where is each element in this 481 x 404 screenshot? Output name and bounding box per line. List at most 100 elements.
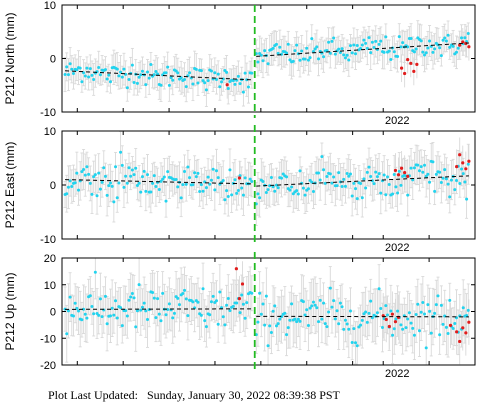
data-point [320,155,324,159]
data-point [194,175,198,179]
data-point [142,169,146,173]
outlier-point [458,153,462,157]
y-axis-label: P212 East (mm) [3,142,17,229]
data-point [285,51,289,55]
x-tick-label: 2022 [385,368,409,380]
data-point [115,196,119,200]
plot-area [63,258,471,365]
data-point [241,90,245,94]
data-point [322,55,326,59]
data-point [191,82,195,86]
data-point [221,179,225,183]
data-point [243,71,247,75]
data-point [340,185,344,189]
data-point [125,86,129,90]
data-point [466,162,470,166]
data-point [221,315,225,319]
data-point [280,176,284,180]
y-tick-label: 0 [50,54,56,66]
data-point [359,181,363,185]
data-point [384,35,388,39]
data-point [166,65,170,69]
data-point [348,44,352,48]
data-point [127,78,131,82]
data-point [285,175,289,179]
data-point [327,40,331,44]
outlier-point [240,282,245,286]
data-point [120,163,124,167]
outlier-point [237,176,242,180]
data-point [394,317,398,321]
data-point [263,49,267,53]
data-point [196,81,200,85]
data-point [176,185,180,189]
data-point [216,176,220,180]
data-point [399,183,403,187]
data-point [98,187,102,191]
data-point [154,316,158,320]
outlier-point [399,66,404,70]
data-point [188,71,192,75]
data-point [355,344,359,348]
data-point [382,173,386,177]
data-point [298,58,302,62]
data-point [443,36,447,40]
data-point [322,168,326,172]
data-point [286,326,290,330]
data-point [199,183,203,187]
data-point [412,333,416,337]
data-point [193,171,197,175]
data-point [364,41,368,45]
data-point [70,67,74,71]
outlier-point [415,62,419,66]
data-point [214,77,218,81]
data-point [345,322,349,326]
data-point [108,80,112,84]
data-point [250,71,254,75]
data-point [264,191,268,195]
data-point [296,317,300,321]
data-point [179,196,183,200]
data-point [230,193,234,197]
data-point [317,320,321,324]
data-point [201,189,205,193]
data-point [369,51,373,55]
data-point [124,309,128,313]
data-point [103,294,107,298]
data-point [296,192,300,196]
data-point [159,83,163,87]
data-point [176,71,180,75]
data-point [327,310,331,314]
data-point [332,36,336,40]
data-point [85,66,89,70]
outlier-point [406,57,410,62]
data-point [137,283,141,287]
data-point [211,167,215,171]
data-point [169,76,173,80]
data-point [135,81,139,85]
y-axis-label: P212 Up (mm) [3,272,17,350]
data-point [298,169,302,173]
data-point [209,178,213,182]
data-point [414,47,418,51]
data-point [132,296,136,300]
data-point [137,75,141,79]
data-point [306,323,310,327]
outlier-point [409,61,413,65]
data-point [426,46,430,50]
data-point [423,312,427,316]
outlier-point [393,168,398,173]
data-point [226,194,230,198]
data-point [82,307,86,311]
data-point [448,195,452,199]
data-point [243,316,247,320]
trend-line [65,179,254,185]
data-point [266,62,270,66]
data-point [135,183,139,187]
data-point [291,59,295,63]
data-point [65,65,69,69]
data-point [269,331,273,335]
data-point [330,181,334,185]
data-point [444,177,448,181]
data-point [328,172,332,176]
